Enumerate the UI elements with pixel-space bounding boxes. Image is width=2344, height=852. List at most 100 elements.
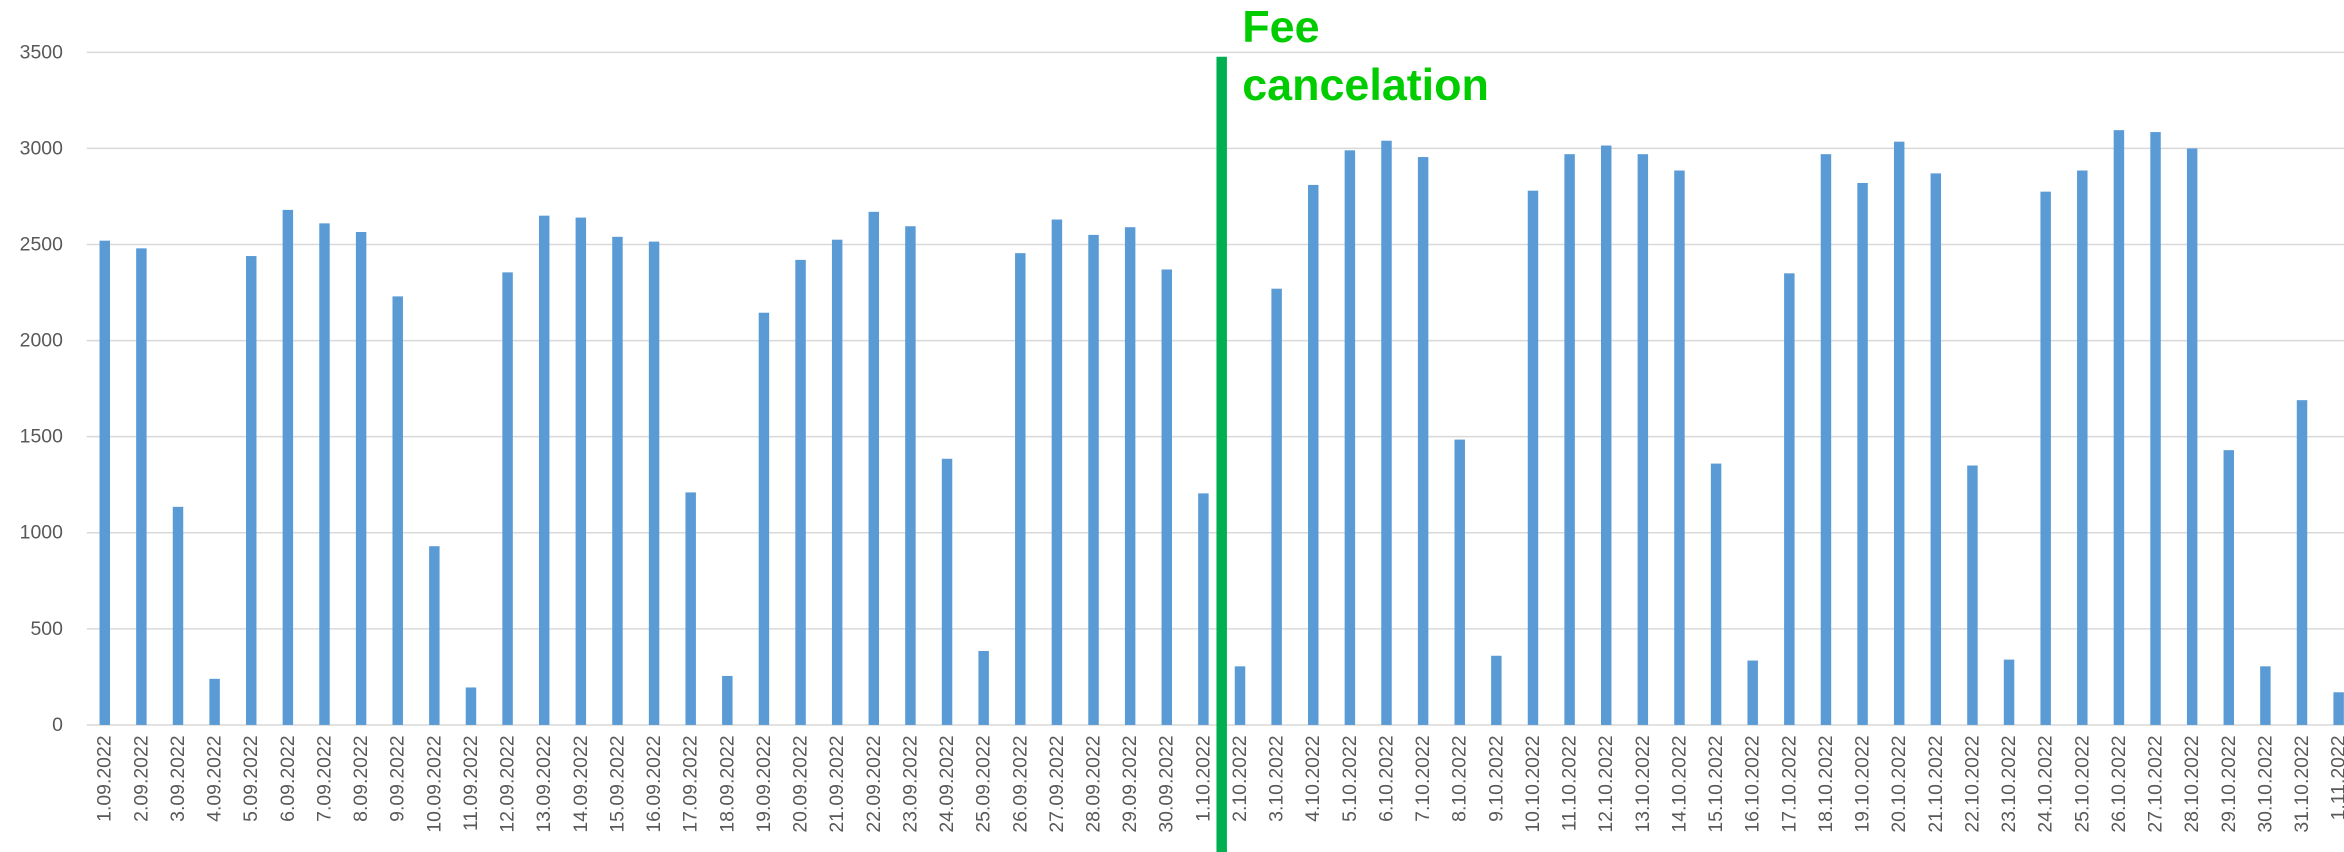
x-tick-label: 27.09.2022: [1046, 735, 1068, 832]
x-tick-label: 24.10.2022: [2035, 735, 2057, 832]
bar: [1308, 184, 1319, 725]
y-tick-label: 500: [30, 618, 63, 640]
bar: [612, 236, 623, 725]
x-tick-label: 4.10.2022: [1302, 735, 1324, 821]
x-tick-label: 14.09.2022: [570, 735, 592, 832]
bar: [1527, 190, 1539, 725]
bar: [2186, 148, 2198, 725]
x-tick-label: 2.10.2022: [1229, 735, 1251, 821]
x-tick-label: 30.10.2022: [2254, 735, 2276, 832]
bar: [722, 675, 733, 725]
bar: [246, 256, 257, 725]
x-tick-label: 18.10.2022: [1815, 735, 1837, 832]
x-tick-label: 8.10.2022: [1449, 735, 1471, 821]
x-tick-label: 23.09.2022: [899, 735, 921, 832]
bar: [1161, 269, 1172, 725]
bar: [2223, 450, 2235, 725]
x-tick-label: 8.09.2022: [350, 735, 372, 821]
bar: [685, 492, 696, 725]
bar: [1857, 182, 1868, 725]
bar: [941, 458, 953, 725]
bar: [502, 272, 513, 725]
bar: [905, 226, 916, 725]
x-tick-label: 29.10.2022: [2218, 735, 2240, 832]
x-tick-label: 22.10.2022: [1961, 735, 1983, 832]
x-tick-label: 25.09.2022: [973, 735, 995, 832]
x-tick-label: 5.10.2022: [1339, 735, 1361, 821]
x-tick-label: 23.10.2022: [1998, 735, 2020, 832]
x-tick-label: 18.09.2022: [716, 735, 738, 832]
bar: [1491, 655, 1502, 725]
bar: [1930, 173, 1942, 725]
x-tick-label: 22.09.2022: [863, 735, 885, 832]
bar: [538, 215, 550, 725]
bar: [282, 209, 294, 725]
x-tick-label: 28.10.2022: [2181, 735, 2203, 832]
y-tick-label: 2000: [20, 330, 63, 352]
x-tick-label: 1.10.2022: [1192, 735, 1214, 821]
bar: [1234, 666, 1246, 725]
bar: [795, 259, 806, 725]
x-tick-label: 13.09.2022: [533, 735, 555, 832]
bar: [1051, 219, 1063, 725]
x-tick-label: 11.09.2022: [460, 735, 482, 831]
x-tick-label: 24.09.2022: [936, 735, 958, 832]
bar: [1784, 273, 1795, 725]
x-tick-label: 7.09.2022: [313, 735, 335, 821]
x-tick-label: 16.09.2022: [643, 735, 665, 832]
bar: [1124, 227, 1136, 725]
bar: [2077, 170, 2088, 725]
x-tick-label: 6.09.2022: [277, 735, 299, 821]
y-tick-label: 3500: [20, 41, 63, 63]
bar: [1417, 157, 1429, 725]
bar: [429, 546, 440, 725]
x-tick-label: 21.09.2022: [826, 735, 848, 832]
bar: [2296, 400, 2308, 725]
bar: [1088, 234, 1099, 725]
x-tick-label: 13.10.2022: [1632, 735, 1654, 832]
bar: [319, 223, 330, 725]
bar: [1015, 253, 1026, 725]
x-tick-label: 17.10.2022: [1778, 735, 1800, 832]
x-tick-label: 16.10.2022: [1742, 735, 1764, 832]
x-tick-label: 28.09.2022: [1083, 735, 1105, 832]
bar: [1637, 154, 1649, 725]
bar: [2040, 191, 2051, 725]
bar: [2113, 130, 2125, 725]
bar: [1454, 439, 1465, 725]
x-tick-label: 27.10.2022: [2145, 735, 2167, 832]
bar: [1564, 154, 1575, 725]
bar: [2150, 132, 2161, 725]
x-tick-label: 11.10.2022: [1559, 735, 1581, 831]
x-tick-label: 9.09.2022: [387, 735, 409, 821]
bar: [758, 312, 770, 725]
x-tick-label: 15.09.2022: [606, 735, 628, 832]
bar: [99, 240, 110, 725]
x-tick-label: 14.10.2022: [1668, 735, 1690, 832]
x-tick-label: 15.10.2022: [1705, 735, 1727, 832]
bar: [1967, 465, 1978, 725]
bar: [1271, 288, 1282, 725]
annotation-line: cancelation: [1242, 59, 1489, 110]
bar: [978, 650, 989, 725]
bar: [2333, 692, 2344, 725]
bar: [1198, 493, 1209, 725]
bar: [868, 211, 880, 725]
x-tick-label: 26.10.2022: [2108, 735, 2130, 832]
x-tick-label: 31.10.2022: [2291, 735, 2313, 832]
x-tick-label: 4.09.2022: [204, 735, 226, 821]
x-tick-label: 5.09.2022: [240, 735, 262, 821]
x-tick-label: 6.10.2022: [1375, 735, 1397, 821]
x-tick-label: 29.09.2022: [1119, 735, 1141, 832]
bar: [209, 678, 220, 725]
bar: [172, 506, 184, 725]
bar: [1600, 145, 1612, 725]
y-tick-label: 2500: [20, 233, 63, 255]
bar: [575, 217, 587, 725]
y-tick-label: 1500: [20, 426, 63, 448]
y-tick-label: 0: [52, 714, 63, 736]
y-tick-label: 3000: [20, 137, 63, 159]
x-tick-label: 19.10.2022: [1852, 735, 1874, 832]
